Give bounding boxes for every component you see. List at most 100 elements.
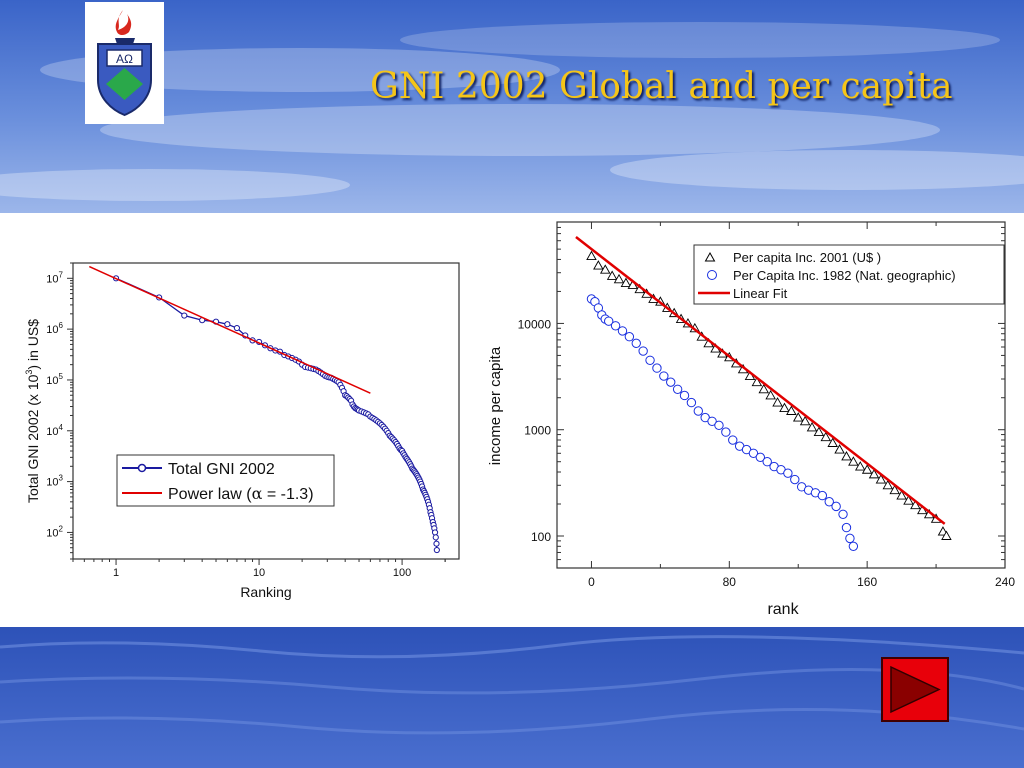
y-tick-label: 106: [46, 321, 63, 336]
data-point-2001: [854, 461, 866, 471]
data-point-1982: [652, 363, 662, 373]
data-point-2001: [606, 270, 618, 280]
series-line-total-gni: [115, 277, 438, 551]
data-point-2001: [868, 468, 880, 479]
data-point-2001: [910, 499, 921, 510]
income-rank-chart: 0 80 160 240 100 1000 10000 rank income per ca…: [487, 221, 1015, 618]
y-tick-label: 10000: [518, 317, 552, 331]
x-axis-label: Ranking: [240, 584, 291, 600]
y-axis-label: Total GNI 2002 (x 103) in US$: [24, 319, 41, 503]
data-point-1982: [631, 338, 641, 349]
gni-ranking-chart: 1 10 100 102 103 104 105 106 107 Ranking Total G…: [24, 262, 460, 600]
data-point-1982: [783, 468, 793, 478]
data-point-1982: [714, 420, 724, 431]
data-point-2001: [806, 422, 818, 432]
x-tick-label: 1: [113, 567, 119, 579]
data-point-2001: [848, 456, 859, 466]
logo-letters: AΩ: [116, 52, 133, 66]
y-tick-label: 1000: [524, 424, 551, 438]
data-point-2001: [620, 277, 632, 287]
y-tick-label: 104: [46, 423, 63, 438]
data-point-2001: [599, 264, 611, 274]
chart-legend: Per capita Inc. 2001 (U$ ) Per Capita In…: [693, 244, 1005, 305]
y-tick-label: 103: [46, 474, 63, 489]
y-axis-label: income per capita: [487, 346, 504, 465]
data-point-total-gni: [433, 540, 440, 547]
x-tick-label: 160: [857, 575, 877, 589]
data-point-2001: [765, 390, 776, 400]
legend-label-1982: Per Capita Inc. 1982 (Nat. geographic): [733, 268, 956, 283]
data-point-1982: [707, 416, 717, 426]
data-point-2001: [772, 397, 783, 407]
data-point-2001: [875, 474, 887, 484]
legend-label-linear-fit: Linear Fit: [733, 286, 788, 301]
legend-label-power-law: Power law (α = -1.3): [168, 484, 314, 503]
legend-marker-1982: [707, 270, 717, 280]
data-point-2001: [792, 412, 804, 422]
data-point-2001: [820, 431, 832, 442]
x-tick-label: 0: [588, 575, 595, 589]
data-point-2001: [758, 383, 770, 394]
power-law-fit-line: [88, 265, 371, 394]
data-point-1982: [638, 346, 648, 356]
data-point-total-gni: [433, 546, 440, 554]
play-triangle-icon: [881, 657, 949, 722]
data-point-total-gni: [233, 324, 241, 332]
chart-legend: Total GNI 2002 Power law (α = -1.3): [116, 454, 335, 507]
plot-frame: [72, 262, 460, 560]
data-point-1982: [748, 448, 759, 458]
x-tick-label: 80: [723, 575, 737, 589]
legend-marker-total-gni: [137, 463, 147, 473]
y-tick-label: 107: [46, 270, 63, 285]
y-tick-label: 100: [531, 530, 551, 544]
data-point-2001: [751, 376, 763, 387]
data-point-total-gni: [431, 529, 439, 536]
data-point-1982: [603, 316, 614, 326]
y-tick-label: 102: [46, 524, 63, 539]
data-point-2001: [799, 415, 811, 426]
data-point-2001: [813, 426, 825, 437]
x-axis-label: rank: [767, 601, 799, 618]
data-point-1982: [728, 435, 738, 445]
x-tick-label: 240: [995, 575, 1015, 589]
data-point-1982: [845, 533, 855, 544]
data-point-2001: [586, 250, 597, 261]
data-point-1982: [824, 497, 834, 507]
data-point-1982: [624, 332, 635, 342]
sky-background: [0, 0, 1024, 213]
university-crest-icon: AΩ: [97, 10, 152, 117]
x-tick-label: 10: [253, 567, 265, 579]
data-point-1982: [659, 371, 669, 381]
y-tick-label: 105: [46, 372, 63, 387]
data-point-2001: [896, 490, 907, 500]
plot-frame: [556, 221, 1006, 569]
data-point-1982: [645, 355, 655, 365]
data-point-1982: [762, 457, 772, 467]
data-point-2001: [861, 464, 873, 474]
data-point-total-gni: [432, 534, 439, 541]
data-point-1982: [817, 490, 828, 501]
data-point-2001: [889, 484, 900, 495]
data-point-2001: [882, 479, 894, 490]
data-point-total-gni: [181, 312, 188, 319]
data-point-1982: [679, 390, 690, 401]
slide-title: GNI 2002 Global and per capita: [370, 66, 953, 107]
x-tick-label: 100: [393, 567, 411, 579]
data-point-1982: [831, 501, 841, 512]
data-point-2001: [779, 402, 790, 412]
data-point-1982: [790, 474, 800, 485]
next-slide-button[interactable]: [881, 657, 949, 722]
data-point-2001: [613, 273, 625, 284]
linear-fit-line: [575, 236, 946, 525]
data-point-1982: [838, 509, 848, 520]
data-point-1982: [617, 326, 628, 336]
data-point-2001: [786, 405, 797, 415]
data-point-2001: [903, 495, 914, 505]
data-point-2001: [593, 260, 604, 270]
data-point-1982: [841, 522, 852, 533]
legend-label-2001: Per capita Inc. 2001 (U$ ): [733, 250, 881, 265]
legend-marker-2001: [704, 251, 716, 262]
data-point-total-gni: [224, 321, 231, 328]
data-point-2001: [841, 451, 852, 461]
legend-label-total-gni: Total GNI 2002: [168, 461, 275, 478]
